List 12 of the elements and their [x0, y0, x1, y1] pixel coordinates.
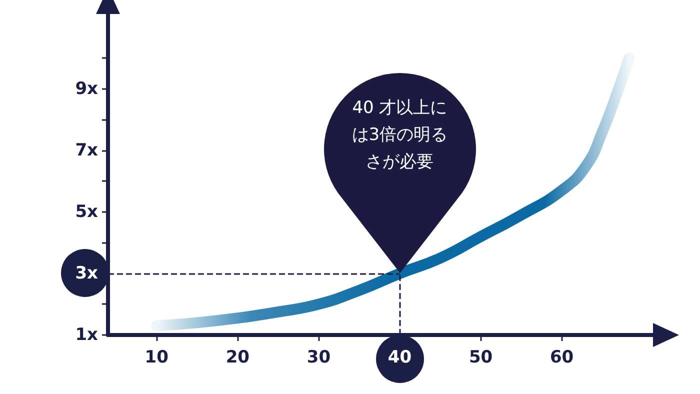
x-tick-label: 40 — [388, 348, 412, 368]
y-tick-label: 9x — [75, 78, 98, 99]
y-tick-label: 1x — [75, 325, 98, 345]
x-tick-label: 20 — [226, 348, 250, 368]
y-tick-label: 7x — [75, 140, 98, 160]
annotation: 40 才以上には3倍の明るさが必要 — [350, 97, 449, 174]
x-tick-label: 50 — [468, 348, 493, 368]
x-tick-label: 60 — [550, 348, 574, 368]
y-tick-label: 5x — [75, 202, 98, 222]
x-tick-label: 30 — [306, 348, 331, 368]
x-tick-label: 10 — [144, 348, 169, 368]
y-tick-label: 3x — [75, 263, 98, 284]
